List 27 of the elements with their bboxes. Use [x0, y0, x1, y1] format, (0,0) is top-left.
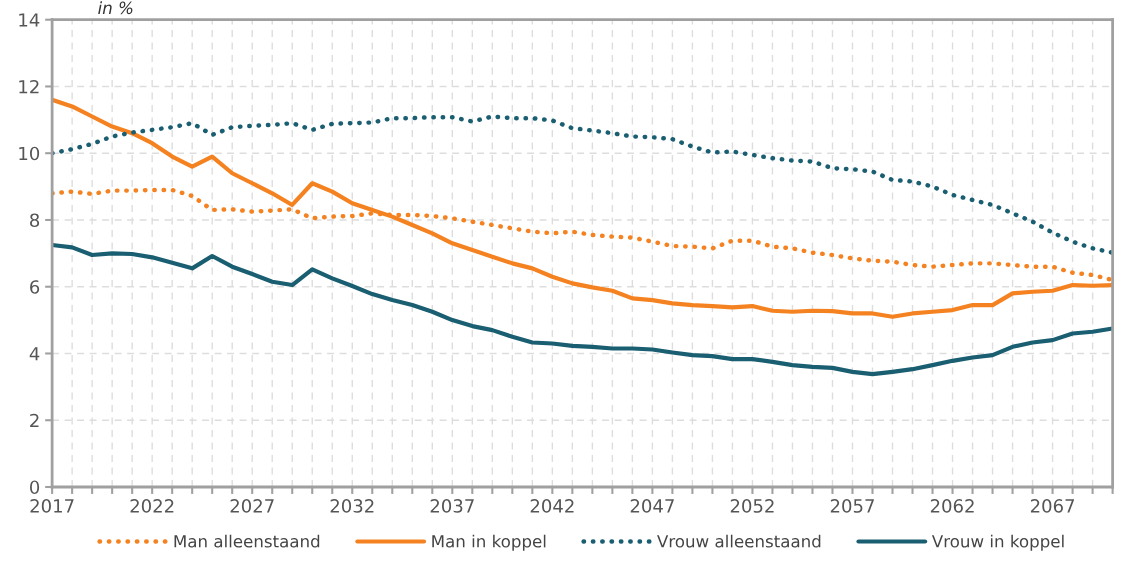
- line-series: [52, 242, 1113, 377]
- x-tick-label: 2067: [1030, 499, 1075, 513]
- legend-label: Vrouw in koppel: [931, 534, 1064, 551]
- y-tick-label: 8: [30, 213, 40, 228]
- line-series: [52, 97, 1113, 319]
- y-tick-label: 12: [19, 79, 39, 94]
- y-axis-title: in %: [98, 1, 133, 15]
- x-tick-label: 2032: [330, 499, 374, 513]
- y-tick-label: 14: [19, 13, 40, 27]
- x-tick-label: 2022: [130, 499, 174, 513]
- y-tick-label: 0: [30, 480, 40, 495]
- legend-label: Man in koppel: [432, 534, 546, 551]
- x-tick-label: 2052: [730, 499, 774, 513]
- legend-label: Man alleenstaand: [174, 534, 320, 548]
- x-tick-label: 2027: [230, 499, 274, 513]
- x-tick-label: 2017: [30, 499, 74, 513]
- x-tick-label: 2057: [830, 499, 874, 513]
- x-tick-label: 2047: [630, 499, 674, 513]
- y-tick-label: 10: [19, 146, 40, 161]
- x-tick-label: 2042: [530, 499, 574, 513]
- legend-label: Vrouw alleenstaand: [657, 534, 821, 548]
- y-tick-label: 6: [30, 280, 40, 294]
- y-tick-label: 2: [30, 413, 39, 428]
- x-tick-label: 2062: [930, 499, 974, 513]
- line-series: [52, 114, 1113, 255]
- x-tick-label: 2037: [430, 499, 474, 513]
- y-tick-label: 4: [29, 347, 40, 361]
